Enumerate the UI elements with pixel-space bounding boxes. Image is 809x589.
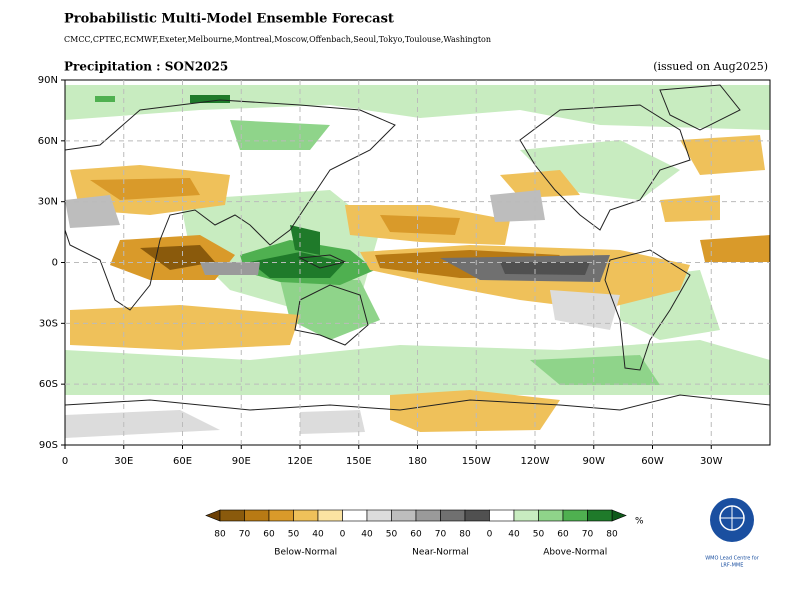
lon-label: 120E xyxy=(287,456,312,467)
issued: (issued on Aug2025) xyxy=(653,60,768,73)
colorbar-label: 70 xyxy=(582,530,594,540)
colorbar-label: 70 xyxy=(239,530,251,540)
colorbar-label: 80 xyxy=(606,530,618,540)
colorbar-swatch xyxy=(244,509,270,522)
logo-caption: WMO Lead Centre for xyxy=(705,556,760,562)
colorbar-label: 0 xyxy=(487,530,493,540)
lon-label: 60E xyxy=(173,456,192,467)
category-label: Below-Normal xyxy=(274,548,337,558)
colorbar-swatch xyxy=(219,509,245,522)
logo-lines xyxy=(720,506,744,530)
lon-label: 120W xyxy=(521,456,550,467)
colorbar-swatch xyxy=(293,509,319,522)
category-label: Near-Normal xyxy=(412,548,469,558)
colorbar-swatch xyxy=(513,509,539,522)
colorbar-swatch xyxy=(587,509,613,522)
probability-field xyxy=(65,85,770,438)
colorbar-swatch xyxy=(489,509,515,522)
colorbar-unit: % xyxy=(635,517,644,527)
lon-label: 90E xyxy=(232,456,251,467)
colorbar-swatch xyxy=(538,509,564,522)
colorbar-swatch xyxy=(317,509,343,522)
lon-label: 60W xyxy=(641,456,664,467)
lat-label: 30S xyxy=(39,318,58,329)
colorbar-extension xyxy=(611,509,627,522)
variable: Precipitation : SON2025 xyxy=(64,60,228,74)
colorbar-swatch xyxy=(391,509,417,522)
colorbar-label: 40 xyxy=(312,530,324,540)
graticule xyxy=(65,80,770,445)
colorbar-swatch xyxy=(342,509,368,522)
lon-label: 180 xyxy=(408,456,427,467)
lat-label: 90S xyxy=(39,440,58,451)
logo-caption: LRF-MME xyxy=(721,563,744,569)
colorbar-swatch xyxy=(366,509,392,522)
colorbar-label: 70 xyxy=(435,530,447,540)
lat-label: 60N xyxy=(38,136,58,147)
colorbar-label: 60 xyxy=(263,530,275,540)
lat-label: 0 xyxy=(52,258,58,269)
lon-label: 30E xyxy=(114,456,133,467)
colorbar-label: 40 xyxy=(361,530,373,540)
category-label: Above-Normal xyxy=(543,548,607,558)
lat-label: 90N xyxy=(38,75,58,86)
lon-label: 90W xyxy=(582,456,605,467)
colorbar-swatch xyxy=(562,509,588,522)
colorbar-label: 60 xyxy=(410,530,422,540)
lon-label: 150W xyxy=(462,456,491,467)
models: CMCC,CPTEC,ECMWF,Exeter,Melbourne,Montre… xyxy=(64,35,491,44)
map: 90N 60N 30N 0 30S 60S 90S 0 30E 60E 90E 120E 150E 180… xyxy=(38,75,771,467)
colorbar-label: 80 xyxy=(459,530,471,540)
wmo-logo: WMO Lead Centre for LRF-MME xyxy=(705,498,760,569)
colorbar: 80 70 60 50 40 0 40 50 60 70 80 0 40 50 60 70 80 Below-No… xyxy=(205,509,627,558)
colorbar-swatch xyxy=(415,509,441,522)
colorbar-label: 40 xyxy=(508,530,520,540)
lon-label: 150E xyxy=(346,456,371,467)
colorbar-label: 50 xyxy=(533,530,545,540)
lat-label: 60S xyxy=(39,379,58,390)
colorbar-label: 50 xyxy=(288,530,300,540)
colorbar-label: 80 xyxy=(214,530,226,540)
lat-label: 30N xyxy=(38,197,58,208)
colorbar-label: 0 xyxy=(340,530,346,540)
title: Probabilistic Multi-Model Ensemble Forec… xyxy=(64,12,394,27)
colorbar-swatch xyxy=(440,509,466,522)
lon-label: 30W xyxy=(700,456,723,467)
colorbar-swatch xyxy=(268,509,294,522)
axes: 90N 60N 30N 0 30S 60S 90S 0 30E 60E 90E 120E 150E 180… xyxy=(38,75,723,467)
lon-label: 0 xyxy=(62,456,68,467)
colorbar-label: 60 xyxy=(557,530,569,540)
colorbar-label: 50 xyxy=(386,530,398,540)
colorbar-extension xyxy=(205,509,221,522)
colorbar-swatch xyxy=(464,509,490,522)
